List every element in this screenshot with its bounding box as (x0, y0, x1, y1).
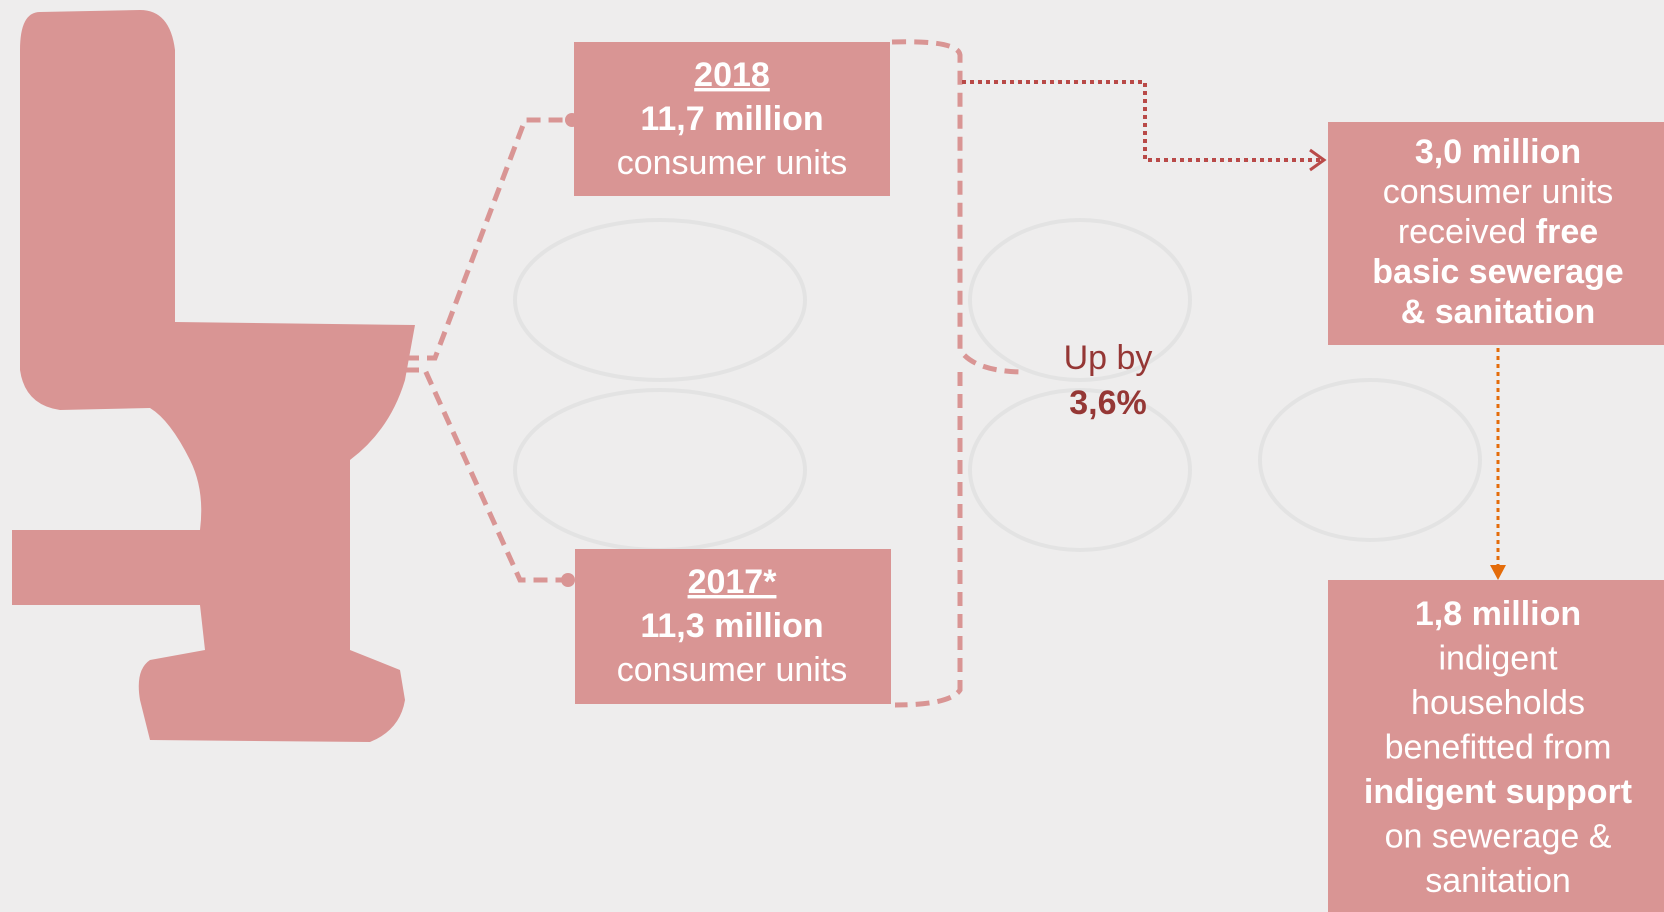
box-year: 2018 (694, 56, 770, 94)
infographic: Up by 3,6% 2018 11,7 million consumer unit… (0, 0, 1664, 912)
box-line: received free (1398, 213, 1598, 251)
text-segment: on sewerage & (1385, 818, 1612, 856)
box-line: basic sewerage (1372, 253, 1623, 291)
text-segment: received (1398, 213, 1536, 251)
text-segment: sanitation (1425, 862, 1571, 900)
text-segment: indigent support (1364, 773, 1632, 811)
box-line: indigent (1438, 640, 1558, 678)
box-unit: consumer units (617, 651, 848, 689)
box-amount: 11,7 million (640, 100, 823, 138)
box-line: consumer units (1383, 173, 1614, 211)
text-segment: 3,0 million (1415, 133, 1581, 171)
box-line: benefitted from (1385, 729, 1612, 767)
box-line: sanitation (1425, 862, 1571, 900)
text-segment: households (1411, 684, 1585, 722)
box-line: households (1411, 684, 1585, 722)
connector-dot (561, 573, 575, 587)
text-segment: consumer units (1383, 173, 1614, 211)
box-amount: 11,3 million (640, 607, 823, 645)
text-segment: indigent (1438, 640, 1558, 678)
text-segment: free (1536, 213, 1598, 251)
box-unit: consumer units (617, 144, 848, 182)
text-segment: benefitted from (1385, 729, 1612, 767)
text-segment: 1,8 million (1415, 595, 1581, 633)
box-line: on sewerage & (1385, 818, 1612, 856)
text-segment: & sanitation (1401, 293, 1596, 331)
box-line: indigent support (1364, 773, 1632, 811)
box-line: & sanitation (1401, 293, 1596, 331)
box-line: 1,8 million (1415, 595, 1581, 633)
change-label: Up by (1064, 339, 1153, 377)
box-year: 2017* (688, 563, 778, 601)
box-line: 3,0 million (1415, 133, 1581, 171)
text-segment: basic sewerage (1372, 253, 1623, 291)
change-value: 3,6% (1069, 384, 1147, 422)
